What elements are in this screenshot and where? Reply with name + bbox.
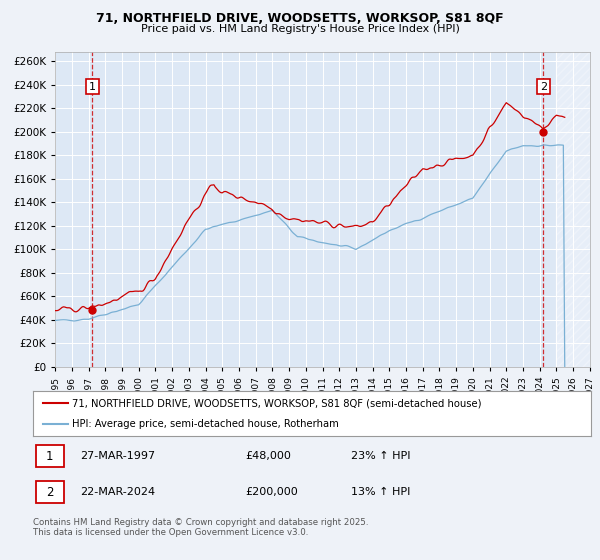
- Text: 71, NORTHFIELD DRIVE, WOODSETTS, WORKSOP, S81 8QF: 71, NORTHFIELD DRIVE, WOODSETTS, WORKSOP…: [96, 12, 504, 25]
- Text: £200,000: £200,000: [245, 487, 298, 497]
- Text: Contains HM Land Registry data © Crown copyright and database right 2025.
This d: Contains HM Land Registry data © Crown c…: [33, 518, 368, 538]
- Text: 2: 2: [540, 82, 547, 92]
- Text: 13% ↑ HPI: 13% ↑ HPI: [351, 487, 410, 497]
- Text: 2: 2: [46, 486, 53, 498]
- FancyBboxPatch shape: [36, 445, 64, 467]
- Text: 23% ↑ HPI: 23% ↑ HPI: [351, 451, 410, 461]
- FancyBboxPatch shape: [36, 481, 64, 503]
- Text: 1: 1: [89, 82, 96, 92]
- Text: £48,000: £48,000: [245, 451, 291, 461]
- Text: 22-MAR-2024: 22-MAR-2024: [80, 487, 155, 497]
- Bar: [556, 52, 590, 367]
- Text: 27-MAR-1997: 27-MAR-1997: [80, 451, 155, 461]
- Text: Price paid vs. HM Land Registry's House Price Index (HPI): Price paid vs. HM Land Registry's House …: [140, 24, 460, 34]
- Text: 71, NORTHFIELD DRIVE, WOODSETTS, WORKSOP, S81 8QF (semi-detached house): 71, NORTHFIELD DRIVE, WOODSETTS, WORKSOP…: [72, 398, 482, 408]
- Text: 1: 1: [46, 450, 53, 463]
- Text: HPI: Average price, semi-detached house, Rotherham: HPI: Average price, semi-detached house,…: [72, 419, 339, 430]
